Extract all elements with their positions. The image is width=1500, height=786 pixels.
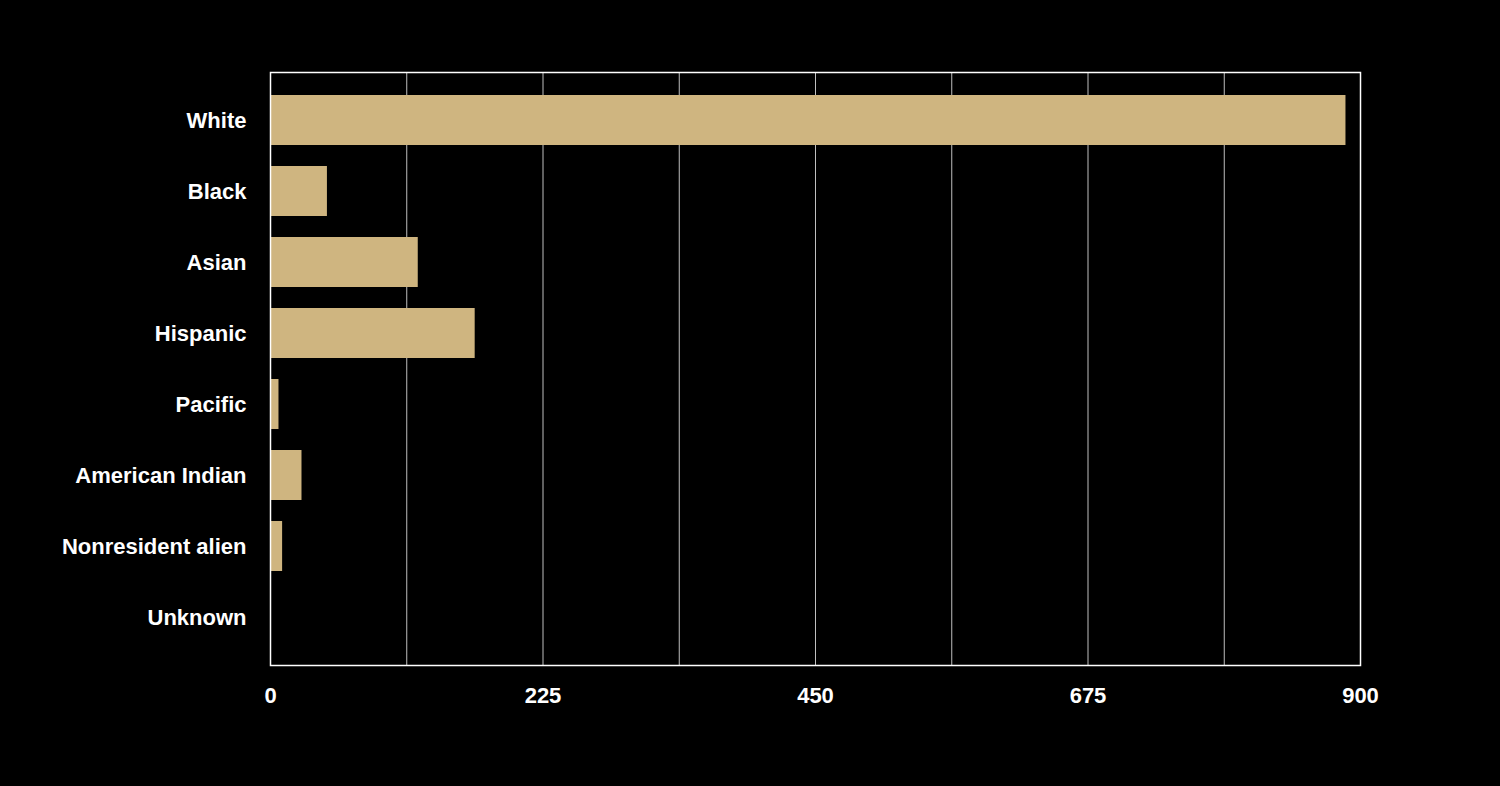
svg-text:Unknown: Unknown	[148, 605, 247, 630]
svg-text:Pacific: Pacific	[176, 392, 247, 417]
svg-text:0: 0	[264, 683, 276, 708]
svg-text:900: 900	[1342, 683, 1379, 708]
svg-text:Black: Black	[188, 179, 247, 204]
svg-text:American Indian: American Indian	[75, 463, 246, 488]
svg-text:675: 675	[1070, 683, 1107, 708]
svg-text:450: 450	[797, 683, 834, 708]
svg-text:Hispanic: Hispanic	[155, 321, 247, 346]
svg-text:White: White	[187, 108, 247, 133]
svg-text:Nonresident alien: Nonresident alien	[62, 534, 247, 559]
svg-text:Asian: Asian	[187, 250, 247, 275]
svg-text:225: 225	[525, 683, 562, 708]
